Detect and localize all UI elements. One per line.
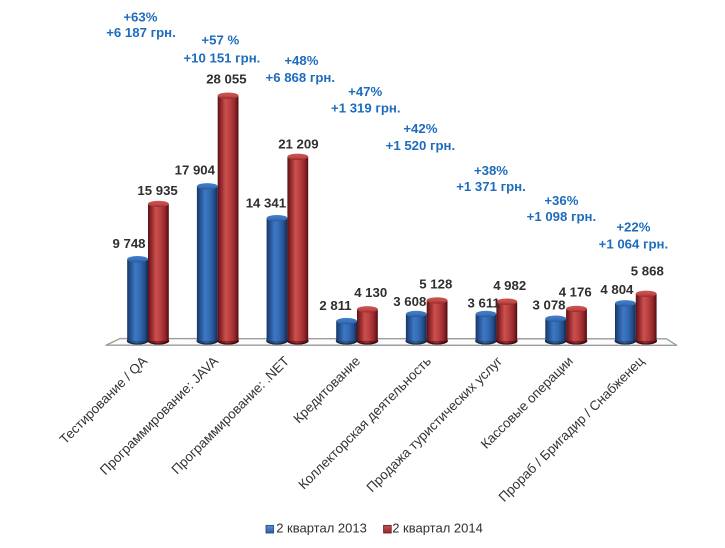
svg-text:28 055: 28 055 — [206, 71, 246, 86]
svg-text:+42%: +42% — [403, 121, 437, 136]
svg-text:4 130: 4 130 — [354, 285, 387, 300]
svg-text:+1 319 грн.: +1 319 грн. — [331, 101, 401, 116]
svg-text:14 341: 14 341 — [246, 196, 286, 211]
svg-text:4 804: 4 804 — [600, 282, 634, 297]
svg-text:+47%: +47% — [348, 84, 382, 99]
svg-text:17 904: 17 904 — [175, 162, 216, 177]
svg-text:+48%: +48% — [284, 53, 318, 68]
svg-text:+38%: +38% — [474, 163, 508, 178]
svg-text:+63%: +63% — [123, 10, 157, 25]
svg-text:5 868: 5 868 — [631, 263, 664, 278]
svg-text:+1 371 грн.: +1 371 грн. — [456, 179, 526, 194]
svg-text:+10 151 грн.: +10 151 грн. — [183, 51, 260, 66]
svg-text:+1 064 грн.: +1 064 грн. — [599, 236, 669, 251]
svg-text:+1 098 грн.: +1 098 грн. — [527, 209, 597, 224]
svg-text:9 748: 9 748 — [112, 236, 145, 251]
svg-text:3 078: 3 078 — [532, 297, 565, 312]
svg-text:2 квартал 2014: 2 квартал 2014 — [392, 520, 483, 535]
svg-text:3 611: 3 611 — [468, 295, 500, 310]
svg-text:+36%: +36% — [544, 193, 578, 208]
svg-text:15 935: 15 935 — [137, 183, 177, 198]
svg-text:+22%: +22% — [616, 220, 650, 235]
svg-text:2 811: 2 811 — [319, 298, 351, 313]
svg-text:21 209: 21 209 — [278, 136, 318, 151]
svg-text:3 608: 3 608 — [393, 294, 426, 309]
svg-text:+6 187 грн.: +6 187 грн. — [106, 25, 176, 40]
svg-text:2 квартал 2013: 2 квартал 2013 — [276, 520, 367, 535]
svg-text:+1 520 грн.: +1 520 грн. — [386, 138, 456, 153]
svg-text:4 176: 4 176 — [559, 285, 592, 300]
svg-text:+57 %: +57 % — [201, 33, 239, 48]
svg-text:4 982: 4 982 — [493, 278, 526, 293]
svg-text:+6 868 грн.: +6 868 грн. — [266, 70, 336, 85]
svg-text:5 128: 5 128 — [419, 277, 452, 292]
